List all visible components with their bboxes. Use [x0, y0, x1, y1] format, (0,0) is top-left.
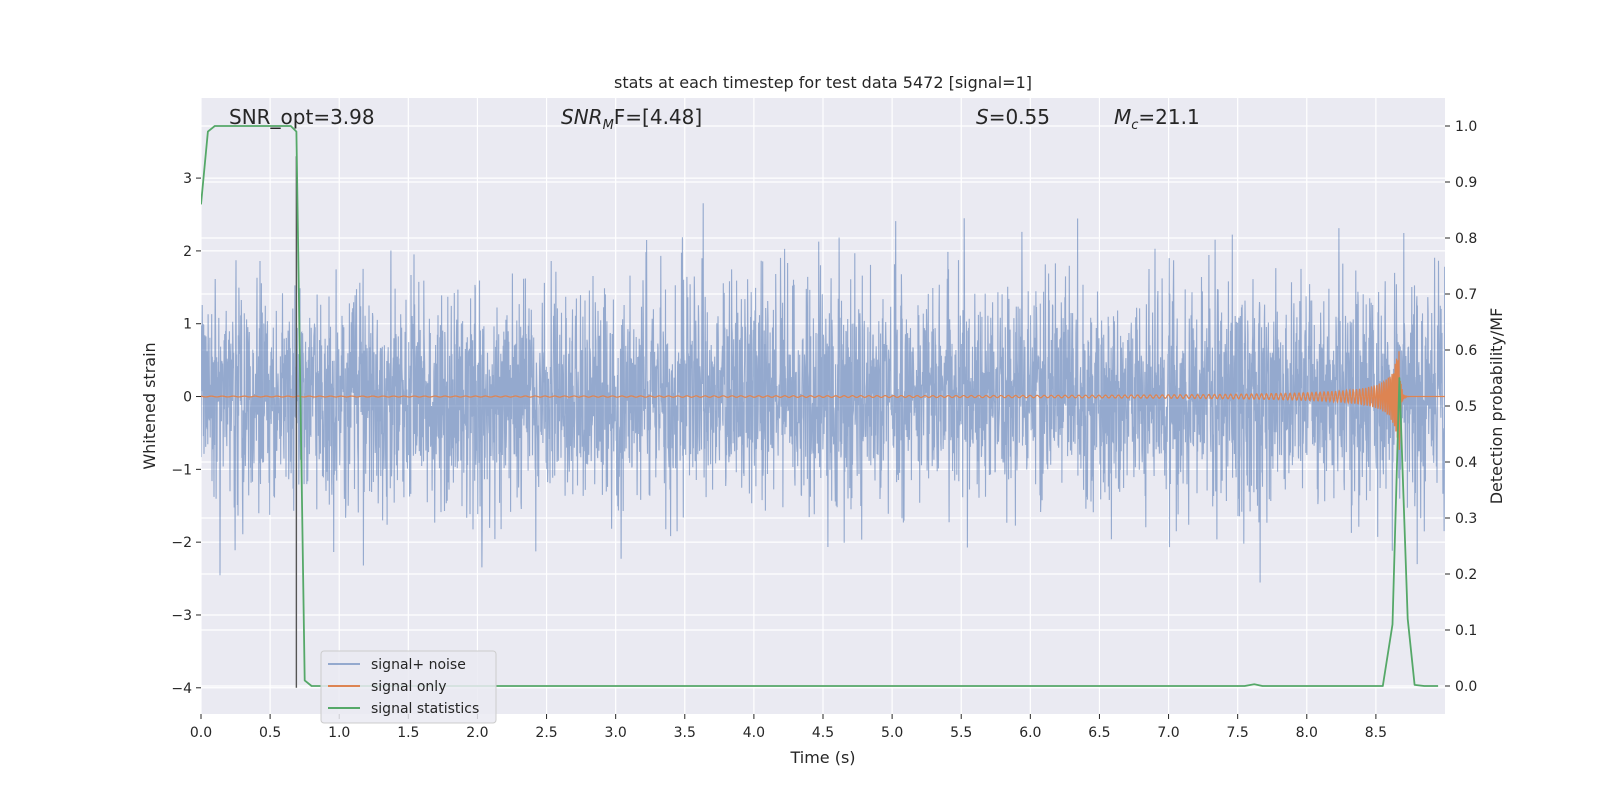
x-tick-label: 4.0: [743, 725, 765, 741]
annotations: SNR_opt=3.98 SNRMF=[4.48] S=0.55 Mc=21.1: [229, 105, 1200, 133]
x-tick-label: 3.5: [674, 725, 696, 741]
x-tick-label: 0.0: [190, 725, 212, 741]
x-tick-label: 2.0: [466, 725, 488, 741]
y-tick-label-right: 0.2: [1455, 567, 1477, 583]
y-tick-label-right: 0.6: [1455, 343, 1477, 359]
y-tick-label: −2: [171, 535, 192, 551]
annotation-mc: Mc=21.1: [1114, 105, 1200, 133]
y-tick-label-right: 0.5: [1455, 399, 1477, 415]
y-tick-label-right: 1.0: [1455, 119, 1477, 135]
chart-title: stats at each timestep for test data 547…: [614, 73, 1032, 92]
x-tick-label: 8.5: [1365, 725, 1387, 741]
annotation-snr-mf-rest: F=[4.48]: [614, 105, 702, 129]
legend-box: [320, 650, 497, 724]
y-tick-label-right: 0.1: [1455, 623, 1477, 639]
x-tick-label: 2.5: [535, 725, 557, 741]
annotation-snr-mf-sub: M: [603, 118, 614, 133]
annotation-s-rest: =0.55: [989, 105, 1050, 129]
y-tick-label-right: 0.8: [1455, 231, 1477, 247]
x-tick-label: 6.0: [1019, 725, 1041, 741]
y-tick-label-right: 0.4: [1455, 455, 1477, 471]
annotation-s: S=0.55: [976, 105, 1050, 129]
legend: signal+ noise signal only signal statist…: [320, 650, 497, 724]
x-tick-label: 1.0: [328, 725, 350, 741]
x-tick-label: 5.0: [881, 725, 903, 741]
y-tick-label-right: 0.7: [1455, 287, 1477, 303]
y-tick-label-right: 0.9: [1455, 175, 1477, 191]
x-tick-label: 3.0: [605, 725, 627, 741]
x-tick-label: 7.0: [1157, 725, 1179, 741]
y-tick-label: 1: [183, 317, 192, 333]
x-tick-label: 0.5: [259, 725, 281, 741]
annotation-snr-mf: SNRMF=[4.48]: [561, 105, 702, 133]
x-tick-label: 7.5: [1227, 725, 1249, 741]
annotation-s-main: S: [976, 105, 989, 129]
series-signal-only: [201, 351, 1445, 450]
axes-layer: 0.0 0.5 1.0 1.5 2.0 2.5 3.0 3.5 4.0 4.5 5.0 5.5 6.0 6…: [171, 119, 1477, 741]
legend-label-signal-only: signal only: [371, 679, 446, 695]
legend-label-signal-noise: signal+ noise: [371, 657, 466, 673]
series-signal-statistics: [201, 125, 1439, 687]
y-tick-label: 3: [183, 171, 192, 187]
annotation-snr-opt: SNR_opt=3.98: [229, 105, 375, 129]
y-tick-label: −3: [171, 608, 192, 624]
legend-label-signal-statistics: signal statistics: [371, 701, 479, 717]
x-tick-label: 6.5: [1088, 725, 1110, 741]
x-tick-label: 5.5: [950, 725, 972, 741]
y-tick-label: 2: [183, 244, 192, 260]
x-tick-label: 8.0: [1296, 725, 1318, 741]
y-tick-label-right: 0.0: [1455, 679, 1477, 695]
annotation-mc-rest: =21.1: [1138, 105, 1199, 129]
annotation-mc-sub: c: [1131, 118, 1138, 133]
y-tick-label-right: 0.3: [1455, 511, 1477, 527]
x-tick-label: 4.5: [812, 725, 834, 741]
y-tick-label: 0: [183, 390, 192, 406]
y-tick-label: −4: [171, 681, 192, 697]
x-axis-label: Time (s): [789, 748, 855, 767]
series-layer: [201, 125, 1445, 688]
annotation-mc-main: M: [1114, 105, 1131, 129]
y-axis-label: Whitened strain: [140, 342, 159, 469]
y-tick-label: −1: [171, 462, 192, 478]
series-signal-noise: [201, 203, 1445, 583]
annotation-snr-mf-main: SNR: [561, 105, 603, 129]
y-axis-label-right: Detection probability/MF: [1487, 308, 1506, 505]
x-tick-label: 1.5: [397, 725, 419, 741]
